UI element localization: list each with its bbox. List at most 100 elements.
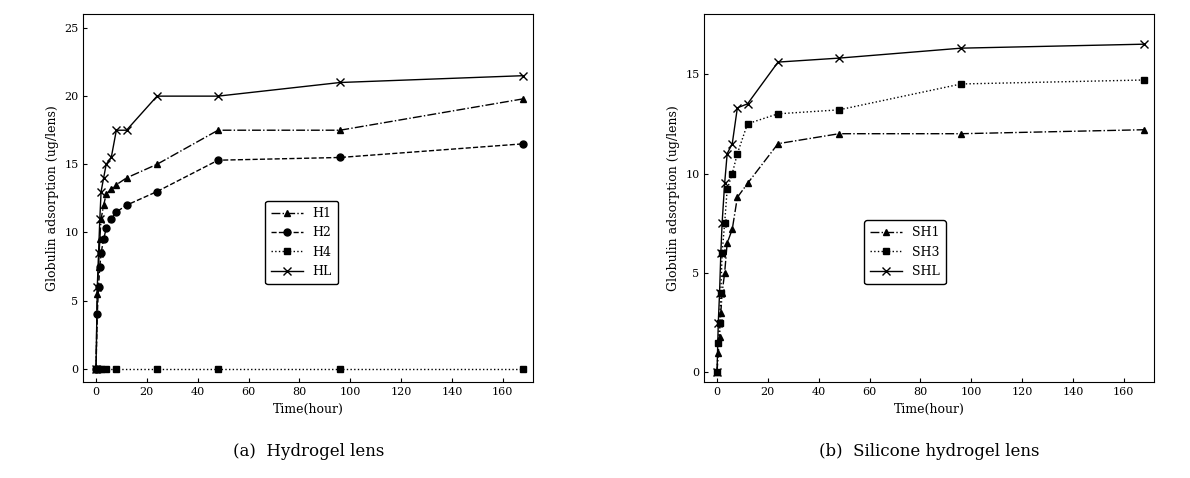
SHL xyxy=(832,55,846,61)
SH1 xyxy=(771,141,785,147)
HL xyxy=(105,154,119,160)
H4 xyxy=(94,366,108,371)
H1 xyxy=(211,127,225,133)
H1 xyxy=(89,366,104,371)
H2 xyxy=(105,216,119,222)
H1 xyxy=(90,291,105,297)
H4 xyxy=(150,366,164,371)
SH3 xyxy=(832,107,846,113)
H2 xyxy=(211,157,225,163)
SHL xyxy=(714,250,728,256)
H2 xyxy=(92,284,106,290)
H1 xyxy=(333,127,347,133)
HL xyxy=(516,73,531,78)
SHL xyxy=(718,181,732,186)
SHL xyxy=(725,141,739,147)
H2 xyxy=(96,237,111,242)
SH1 xyxy=(832,131,846,137)
SH1 xyxy=(720,240,734,246)
H4 xyxy=(333,366,347,371)
SH1 xyxy=(731,195,745,200)
HL xyxy=(333,80,347,86)
HL xyxy=(150,93,164,99)
SH1 xyxy=(710,369,725,375)
SH1 xyxy=(954,131,969,137)
SH1 xyxy=(714,310,728,315)
SH1 xyxy=(715,290,729,296)
SH3 xyxy=(713,320,727,326)
Legend: SH1, SH3, SHL: SH1, SH3, SHL xyxy=(864,220,946,284)
SHL xyxy=(712,320,726,326)
Y-axis label: Globulin adsorption (ug/lens): Globulin adsorption (ug/lens) xyxy=(45,106,58,291)
SH3 xyxy=(714,290,728,296)
SH3 xyxy=(725,171,739,176)
H4 xyxy=(92,366,106,371)
H2 xyxy=(109,209,124,215)
H2 xyxy=(99,226,113,231)
H4 xyxy=(90,366,105,371)
Line: HL: HL xyxy=(92,72,527,373)
H2 xyxy=(89,366,104,371)
H1 xyxy=(94,216,108,222)
H1 xyxy=(516,96,531,102)
H2 xyxy=(90,311,105,317)
Line: SH3: SH3 xyxy=(714,77,1147,375)
H1 xyxy=(119,175,133,181)
H4 xyxy=(516,366,531,371)
H4 xyxy=(109,366,124,371)
SH3 xyxy=(715,250,729,256)
Line: H1: H1 xyxy=(93,96,527,372)
HL xyxy=(92,250,106,256)
H2 xyxy=(119,202,133,208)
SHL xyxy=(771,59,785,65)
SHL xyxy=(1136,41,1151,47)
HL xyxy=(99,162,113,167)
HL xyxy=(211,93,225,99)
H1 xyxy=(105,186,119,192)
Line: SHL: SHL xyxy=(713,40,1148,377)
HL xyxy=(89,366,104,371)
H2 xyxy=(93,264,107,270)
SH3 xyxy=(720,186,734,192)
SH3 xyxy=(1136,77,1151,83)
H2 xyxy=(516,141,531,147)
SHL xyxy=(713,290,727,296)
HL xyxy=(119,127,133,133)
H4 xyxy=(99,366,113,371)
Line: SH1: SH1 xyxy=(714,126,1147,376)
SH1 xyxy=(718,270,732,276)
SH3 xyxy=(771,111,785,117)
SHL xyxy=(731,105,745,111)
SH3 xyxy=(740,121,754,127)
SH3 xyxy=(710,369,725,375)
H1 xyxy=(150,162,164,167)
HL xyxy=(94,189,108,195)
HL xyxy=(96,175,111,181)
HL xyxy=(93,216,107,222)
H1 xyxy=(109,182,124,187)
H2 xyxy=(150,189,164,195)
H4 xyxy=(89,366,104,371)
X-axis label: Time(hour): Time(hour) xyxy=(273,403,344,416)
H1 xyxy=(93,237,107,242)
H4 xyxy=(211,366,225,371)
Line: H2: H2 xyxy=(93,141,527,372)
Text: (a)  Hydrogel lens: (a) Hydrogel lens xyxy=(232,443,384,460)
X-axis label: Time(hour): Time(hour) xyxy=(894,403,965,416)
SH3 xyxy=(712,340,726,346)
SH1 xyxy=(713,334,727,339)
SHL xyxy=(954,45,969,51)
Legend: H1, H2, H4, HL: H1, H2, H4, HL xyxy=(265,201,338,284)
Y-axis label: Globulin adsorption (ug/lens): Globulin adsorption (ug/lens) xyxy=(666,106,679,291)
SHL xyxy=(740,101,754,107)
SHL xyxy=(720,151,734,156)
H1 xyxy=(96,202,111,208)
SH1 xyxy=(740,181,754,186)
SH3 xyxy=(954,81,969,87)
Text: (b)  Silicone hydrogel lens: (b) Silicone hydrogel lens xyxy=(819,443,1040,460)
SH3 xyxy=(731,151,745,156)
Line: H4: H4 xyxy=(93,366,526,371)
H1 xyxy=(92,264,106,270)
SH1 xyxy=(1136,127,1151,132)
SHL xyxy=(710,369,725,375)
